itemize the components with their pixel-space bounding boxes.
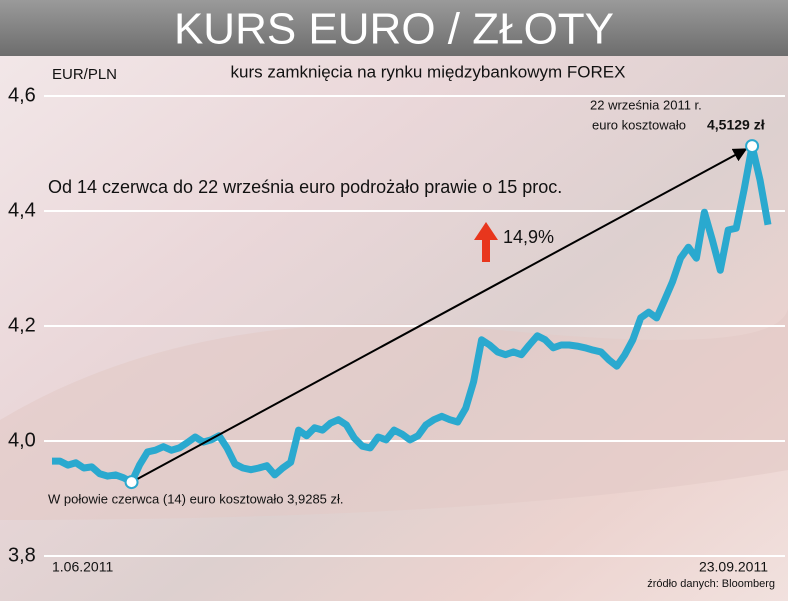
annotation: 4,5129 zł [707,117,765,133]
banknote-shade [0,300,788,520]
data-line [52,142,772,486]
point-marker [745,139,760,154]
annotation: 14,9% [503,227,554,247]
chart-title: KURS EURO / ZŁOTY [174,5,614,54]
y-tick-label: 4,2 [8,314,36,336]
annotation: euro kosztowało [592,117,686,132]
y-tick-label: 4,6 [8,84,36,106]
annotation: W połowie czerwca (14) euro kosztowało 3… [48,491,344,506]
up-arrow [474,222,498,262]
plot [52,139,772,490]
source: źródło danych: Bloomberg [647,578,775,590]
y-tick-label: 4,0 [8,429,36,451]
y-tick-label: 3,8 [8,544,36,566]
y-axis-label: EUR/PLN [52,66,117,83]
y-tick-label: 4,4 [8,199,36,221]
point-marker [124,475,139,490]
x-tick-label: 1.06.2011 [52,559,113,575]
x-tick-label: 23.09.2011 [699,559,768,575]
annotation: 22 września 2011 r. [590,97,702,112]
title-bar [0,0,788,56]
annotation: Od 14 czerwca do 22 września euro podroż… [48,177,562,197]
grid: 3,8 4,0 4,2 4,4 4,6 1.06.2011 23.09.2011 [8,84,785,575]
trend-arrow [131,148,748,483]
subtitle: kurs zamknięcia na rynku międzybankowym … [231,62,626,81]
